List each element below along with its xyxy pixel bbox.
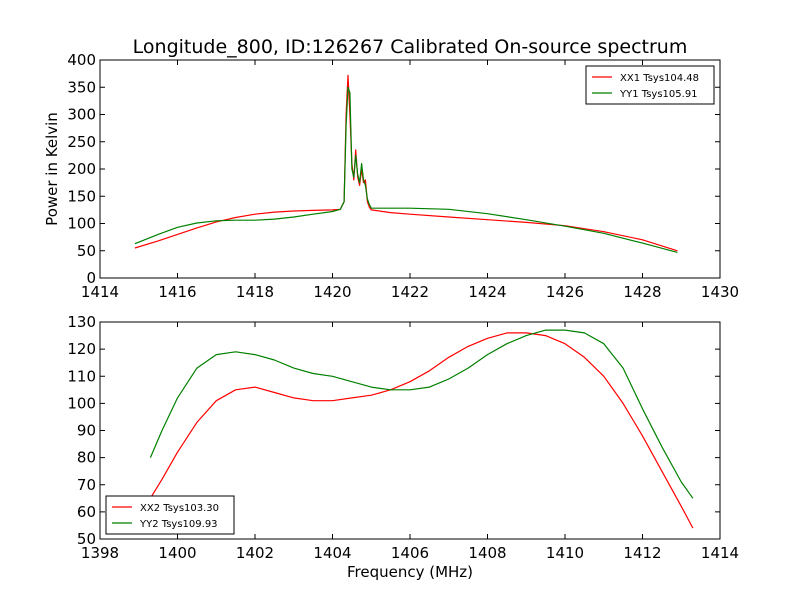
x-tick-label: 1398	[81, 544, 119, 562]
x-tick-label: 1406	[391, 544, 429, 562]
y-tick-label: 50	[77, 242, 96, 260]
legend-label-1: XX2 Tsys103.30	[140, 503, 219, 514]
y-tick-label: 70	[77, 476, 96, 494]
bottom-spectrum-plot: 1398 1400 1402 1404 1406 1408 1410 1412 1414 50 60…	[67, 313, 739, 581]
x-tick-label: 1404	[313, 544, 351, 562]
x-tick-label: 1402	[236, 544, 274, 562]
legend-box	[105, 495, 235, 535]
y-tick-label: 90	[77, 422, 96, 440]
x-tick-label: 1416	[158, 283, 196, 301]
y-tick-label: 60	[77, 503, 96, 521]
x-tick-label: 1414	[701, 544, 739, 562]
y-axis-label: Power in Kelvin	[43, 112, 61, 226]
y-tick-label: 400	[67, 51, 96, 69]
x-tick-label: 1422	[391, 283, 429, 301]
y-tick-label: 130	[67, 313, 96, 331]
series-line-2-1	[149, 332, 694, 529]
x-axis-label: Frequency (MHz)	[347, 563, 473, 581]
legend-label-2: YY2 Tsys109.93	[139, 519, 218, 530]
y-tick-label: 100	[67, 215, 96, 233]
x-tick-label: 1414	[81, 283, 119, 301]
x-tick-label: 1418	[236, 283, 274, 301]
legend-label-1: XX1 Tsys104.48	[620, 73, 699, 84]
y-tick-label: 100	[67, 394, 96, 412]
y-tick-label: 250	[67, 133, 96, 151]
y-tick-label: 110	[67, 367, 96, 385]
x-tick-label: 1400	[158, 544, 196, 562]
x-tick-label: 1428	[623, 283, 661, 301]
x-tick-label: 1412	[623, 544, 661, 562]
y-tick-label: 0	[86, 269, 96, 287]
x-tick-label: 1426	[546, 283, 584, 301]
legend-label-2: YY1 Tsys105.91	[619, 89, 698, 100]
y-tick-label: 50	[77, 530, 96, 548]
series-line-2-2	[149, 329, 694, 499]
x-tick-label: 1410	[546, 544, 584, 562]
y-tick-label: 200	[67, 160, 96, 178]
chart-title: Longitude_800, ID:126267 Calibrated On-s…	[133, 36, 688, 58]
x-tick-label: 1424	[468, 283, 506, 301]
series-line-1-2	[134, 86, 678, 253]
y-tick-label: 350	[67, 78, 96, 96]
top-spectrum-plot: 1414 1416 1418 1420 1422 1424 1426 1428 1430 0 50 1…	[43, 51, 739, 301]
x-tick-label: 1420	[313, 283, 351, 301]
x-tick-label: 1430	[701, 283, 739, 301]
y-tick-label: 80	[77, 449, 96, 467]
legend-box	[585, 65, 715, 105]
y-tick-label: 150	[67, 187, 96, 205]
y-tick-label: 300	[67, 106, 96, 124]
x-tick-label: 1408	[468, 544, 506, 562]
y-tick-label: 120	[67, 340, 96, 358]
